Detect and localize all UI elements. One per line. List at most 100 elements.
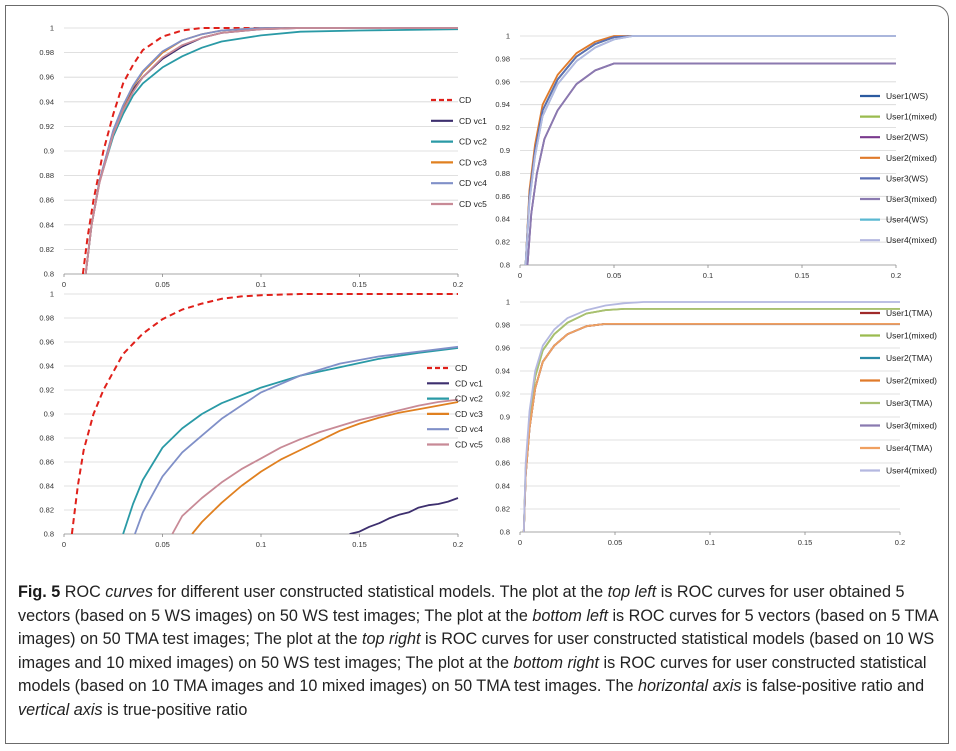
roc-chart-top-right: 0.8 0.82 0.84 0.86 0.88 0.9 0.92 0.94 0.96 0.98 1 0… xyxy=(495,32,937,281)
series-line xyxy=(522,301,900,532)
series-line xyxy=(122,347,459,534)
series-line xyxy=(171,398,459,534)
series-line xyxy=(522,322,900,532)
y-tick-label: 0.84 xyxy=(495,482,510,491)
legend-label: User2(mixed) xyxy=(886,153,937,163)
x-tick-label: 0.1 xyxy=(705,538,715,547)
y-tick-label: 0.8 xyxy=(44,270,54,279)
y-tick-label: 0.98 xyxy=(495,321,510,330)
y-tick-label: 0.82 xyxy=(39,506,54,515)
legend-label: CD xyxy=(459,95,471,105)
legend-label: CD vc1 xyxy=(459,116,487,126)
x-tick-label: 0.2 xyxy=(891,271,901,280)
legend-label: User1(TMA) xyxy=(886,308,932,318)
legend: CD CD vc1 CD vc2 CD vc3 CD vc4 CD vc5 xyxy=(427,363,483,450)
y-tick-label: 0.88 xyxy=(39,171,54,180)
series-line xyxy=(349,497,459,534)
y-tick-label: 0.94 xyxy=(39,362,54,371)
x-tick-label: 0.05 xyxy=(155,540,170,549)
y-tick-label: 0.96 xyxy=(495,344,510,353)
y-tick-label: 0.96 xyxy=(495,77,510,86)
legend-label: User2(TMA) xyxy=(886,353,932,363)
y-tick-label: 0.96 xyxy=(39,73,54,82)
caption-emphasis: bottom right xyxy=(513,653,599,672)
series-line xyxy=(522,322,900,532)
gridlines xyxy=(520,35,896,266)
y-tick-label: 0.98 xyxy=(39,48,54,57)
y-tick-label: 0.92 xyxy=(495,123,510,132)
x-tick-label: 0.2 xyxy=(453,280,463,289)
y-tick-label: 0.86 xyxy=(39,458,54,467)
legend-label: User3(mixed) xyxy=(886,421,937,431)
series-lines xyxy=(70,293,459,534)
y-tick-label: 0.8 xyxy=(500,528,510,537)
series-line xyxy=(522,307,900,532)
x-tick-label: 0.15 xyxy=(352,280,367,289)
y-tick-label: 0.84 xyxy=(39,482,54,491)
series-line xyxy=(526,62,896,265)
legend-label: User2(mixed) xyxy=(886,376,937,386)
series-line xyxy=(81,27,458,274)
legend-label: CD vc4 xyxy=(459,178,487,188)
x-tick-label: 0.05 xyxy=(155,280,170,289)
series-line xyxy=(70,293,458,534)
y-tick-label: 0.84 xyxy=(495,215,510,224)
y-tick-label: 0.82 xyxy=(495,238,510,247)
y-tick-label: 0.84 xyxy=(39,220,54,229)
roc-chart-bottom-left: 0.8 0.82 0.84 0.86 0.88 0.9 0.92 0.94 0.96 0.98 1 0… xyxy=(39,290,483,550)
series-line xyxy=(191,401,459,534)
figure-caption: Fig. 5 ROC curves for different user con… xyxy=(18,583,938,719)
y-tick-label: 0.9 xyxy=(44,410,54,419)
y-tick-label: 0.94 xyxy=(495,100,510,109)
y-tick-label: 0.86 xyxy=(39,196,54,205)
x-tick-label: 0.2 xyxy=(895,538,905,547)
x-tick-label: 0.1 xyxy=(256,280,266,289)
legend: User1(WS) User1(mixed) User2(WS) User2(mixe… xyxy=(860,91,937,245)
y-tick-label: 0.88 xyxy=(495,436,510,445)
y-tick-label: 1 xyxy=(506,32,510,41)
gridlines xyxy=(64,27,458,275)
legend-label: CD xyxy=(455,363,467,373)
series-lines xyxy=(524,35,896,265)
x-tick-label: 0 xyxy=(518,538,522,547)
x-tick-label: 0.15 xyxy=(795,271,810,280)
series-lines xyxy=(522,301,900,532)
legend-label: User3(WS) xyxy=(886,173,928,183)
x-tick-label: 0.15 xyxy=(798,538,813,547)
legend-label: User4(WS) xyxy=(886,215,928,225)
legend-label: User4(TMA) xyxy=(886,443,932,453)
figure-label: Fig. 5 xyxy=(18,583,61,601)
legend-label: CD vc5 xyxy=(459,199,487,209)
y-tick-label: 1 xyxy=(506,298,510,307)
series-line xyxy=(522,307,900,532)
y-tick-label: 0.94 xyxy=(495,367,510,376)
y-tick-label: 0.82 xyxy=(39,245,54,254)
legend: User1(TMA) User1(mixed) User2(TMA) User2(mi… xyxy=(860,308,937,476)
series-line xyxy=(526,62,896,265)
y-tick-label: 1 xyxy=(50,290,54,299)
series-lines xyxy=(81,27,459,274)
caption-emphasis: top left xyxy=(607,583,657,601)
legend-label: CD vc2 xyxy=(455,394,483,404)
x-tick-label: 0.05 xyxy=(607,271,622,280)
x-tick-label: 0 xyxy=(518,271,522,280)
legend-label: User3(TMA) xyxy=(886,398,932,408)
legend-label: User4(mixed) xyxy=(886,235,937,245)
y-tick-label: 0.8 xyxy=(44,530,54,539)
y-tick-label: 0.98 xyxy=(39,314,54,323)
legend: CD CD vc1 CD vc2 CD vc3 CD vc4 CD vc5 xyxy=(431,95,487,209)
y-tick-label: 0.92 xyxy=(39,386,54,395)
y-tick-label: 0.9 xyxy=(500,413,510,422)
series-line xyxy=(522,322,900,532)
y-tick-label: 0.88 xyxy=(495,169,510,178)
x-tick-label: 0 xyxy=(62,540,66,549)
y-tick-label: 0.82 xyxy=(495,505,510,514)
y-tick-label: 0.88 xyxy=(39,434,54,443)
y-tick-label: 0.92 xyxy=(39,122,54,131)
caption-emphasis: horizontal axis xyxy=(637,677,742,695)
legend-label: CD vc1 xyxy=(455,378,483,388)
legend-label: User4(mixed) xyxy=(886,466,937,476)
legend-label: User2(WS) xyxy=(886,132,928,142)
series-line xyxy=(522,322,900,532)
legend-label: CD vc3 xyxy=(455,409,483,419)
